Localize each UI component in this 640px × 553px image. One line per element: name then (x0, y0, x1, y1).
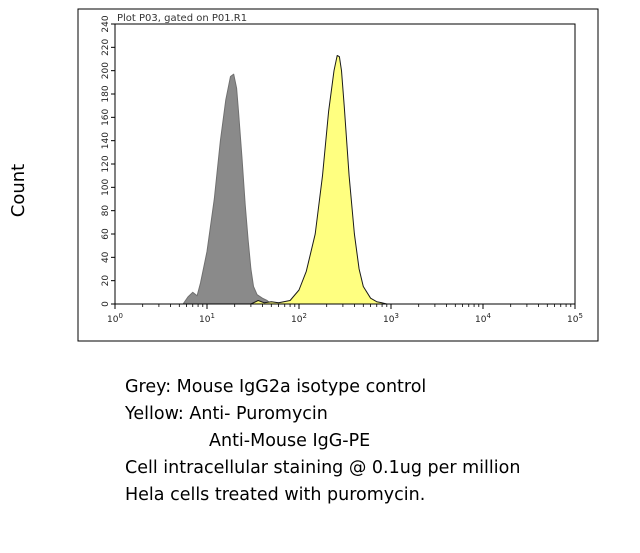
y-tick-label: 240 (101, 15, 111, 32)
x-tick-label: 103 (383, 312, 399, 325)
histogram-series-anti-puromycin (250, 55, 388, 305)
y-tick-label: 100 (101, 178, 111, 195)
y-tick-label: 120 (101, 155, 111, 172)
x-tick-label: 102 (291, 312, 307, 325)
y-axis-label-box: Count (4, 150, 34, 230)
y-tick-label: 20 (101, 275, 111, 287)
y-tick-label: 160 (101, 108, 111, 125)
caption-line-secondary-antibody: Anti-Mouse IgG-PE (209, 431, 371, 451)
caption-line-grey: Grey: Mouse IgG2a isotype control (125, 377, 427, 397)
x-tick-label: 104 (475, 312, 491, 325)
x-tick-label: 105 (567, 312, 583, 325)
y-tick-label: 220 (101, 38, 111, 55)
series-layer (182, 55, 388, 305)
y-tick-label: 40 (101, 251, 111, 263)
x-tick-label: 100 (107, 312, 123, 325)
caption-line-staining: Cell intracellular staining @ 0.1ug per … (125, 458, 521, 478)
y-tick-label: 180 (101, 85, 111, 102)
caption-line-yellow: Yellow: Anti- Puromycin (125, 404, 328, 424)
y-tick-label: 200 (101, 62, 111, 79)
y-tick-label: 80 (101, 205, 111, 217)
chart-title: Plot P03, gated on P01.R1 (117, 13, 247, 24)
y-tick-label: 0 (101, 301, 111, 307)
histogram-series-isotype-control (182, 73, 272, 305)
caption-line-cells: Hela cells treated with puromycin. (125, 485, 426, 505)
x-tick-label: 101 (199, 312, 215, 325)
y-tick-label: 140 (101, 132, 111, 149)
axis-layer: 0 20 40 60 80 100 120 140 160 180 200 220 240 100 101 1… (101, 15, 583, 325)
y-axis-label: Count (8, 163, 30, 217)
y-tick-label: 60 (101, 228, 111, 240)
caption-block: Grey: Mouse IgG2a isotype control Yellow… (125, 374, 640, 509)
